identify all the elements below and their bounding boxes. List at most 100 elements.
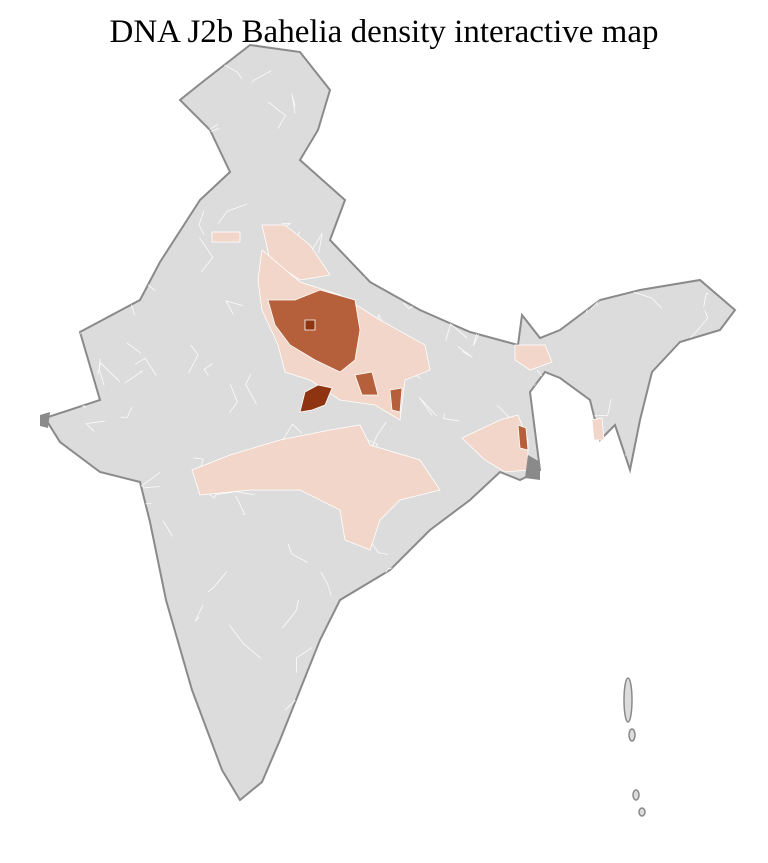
- district-boundary: [671, 137, 691, 161]
- district-boundary: [106, 527, 127, 548]
- district-boundary: [565, 618, 582, 634]
- district-boundary: [336, 113, 356, 121]
- district-boundary: [729, 538, 735, 552]
- district-boundary: [83, 744, 97, 762]
- district-boundary: [363, 56, 378, 79]
- district-boundary: [251, 70, 272, 83]
- district-boundary: [565, 206, 573, 228]
- region-up-central[interactable]: [267, 289, 361, 373]
- district-boundary: [96, 64, 113, 80]
- district-boundary: [124, 723, 148, 732]
- andaman-nicobar-islands[interactable]: [623, 677, 646, 817]
- district-boundary: [565, 633, 582, 644]
- district-boundary: [527, 627, 543, 637]
- district-boundary: [48, 669, 57, 685]
- district-boundary: [122, 168, 139, 178]
- district-boundary: [124, 370, 143, 384]
- district-boundary: [45, 481, 60, 508]
- district-boundary: [429, 531, 446, 549]
- district-boundary: [419, 397, 438, 417]
- district-boundary: [282, 423, 303, 441]
- district-boundary: [283, 767, 292, 777]
- district-boundary: [287, 543, 308, 563]
- district-boundary: [129, 150, 153, 169]
- district-boundary: [186, 160, 211, 176]
- district-boundary: [45, 617, 47, 645]
- district-boundary: [480, 218, 502, 235]
- district-boundary: [348, 104, 374, 110]
- district-boundary: [733, 62, 735, 75]
- district-boundary: [120, 282, 125, 301]
- district-boundary: [128, 568, 145, 597]
- district-boundary: [352, 159, 365, 168]
- district-boundary: [320, 571, 332, 596]
- density-regions: [191, 224, 605, 551]
- region-bundelkhand[interactable]: [299, 384, 333, 413]
- region-up-southeast[interactable]: [389, 387, 403, 413]
- district-boundary: [203, 363, 213, 376]
- district-boundary: [419, 710, 440, 736]
- district-boundary: [97, 362, 121, 383]
- district-boundary: [472, 753, 491, 764]
- district-boundary: [445, 293, 462, 309]
- district-boundary: [648, 710, 662, 729]
- district-boundary: [588, 202, 608, 210]
- district-boundary: [590, 736, 599, 770]
- region-up-high[interactable]: [304, 319, 316, 331]
- district-boundary: [438, 201, 443, 219]
- district-boundary: [213, 155, 216, 168]
- district-boundary: [624, 628, 645, 656]
- district-boundary: [706, 396, 728, 422]
- region-bengal-medium[interactable]: [517, 424, 529, 451]
- district-boundary: [648, 234, 668, 249]
- region-northeast[interactable]: [591, 417, 605, 441]
- district-boundary: [702, 142, 722, 168]
- district-boundary: [162, 520, 173, 537]
- district-boundary: [66, 93, 99, 102]
- district-boundary: [412, 617, 431, 629]
- district-boundary: [207, 571, 228, 593]
- district-boundary: [229, 383, 238, 413]
- district-boundary: [457, 346, 473, 358]
- district-boundary: [433, 76, 452, 99]
- district-boundary: [114, 523, 128, 546]
- district-boundary: [568, 294, 587, 309]
- district-boundary: [45, 508, 66, 530]
- district-boundary: [558, 505, 566, 531]
- district-boundary: [566, 64, 587, 97]
- district-boundary: [703, 293, 709, 308]
- district-boundary: [377, 128, 397, 145]
- district-boundary: [555, 526, 580, 562]
- district-boundary: [687, 457, 700, 495]
- district-boundary: [687, 539, 699, 571]
- district-boundary: [45, 186, 54, 208]
- district-boundary: [124, 623, 138, 644]
- district-boundary: [291, 93, 296, 114]
- district-boundary: [155, 646, 163, 657]
- district-boundary: [680, 430, 712, 439]
- district-boundary: [119, 737, 129, 749]
- country-outline: [43, 43, 737, 817]
- district-boundary: [82, 491, 107, 498]
- district-boundary: [342, 688, 363, 700]
- district-boundary: [142, 485, 160, 489]
- region-up-east[interactable]: [354, 371, 379, 396]
- district-boundary: [374, 111, 392, 142]
- district-boundary: [99, 61, 114, 81]
- region-madhya-pradesh[interactable]: [191, 424, 441, 551]
- district-boundary: [124, 594, 143, 611]
- district-boundary: [459, 171, 468, 195]
- district-boundary: [399, 708, 419, 729]
- district-boundary: [364, 269, 383, 278]
- district-boundary: [728, 609, 735, 618]
- region-bihar-east[interactable]: [514, 344, 553, 371]
- district-boundary: [697, 45, 712, 64]
- district-boundary: [550, 285, 575, 314]
- district-boundary: [66, 65, 87, 78]
- district-boundary: [494, 260, 511, 282]
- region-punjab[interactable]: [211, 231, 241, 243]
- district-boundary: [347, 702, 364, 716]
- district-boundary: [282, 769, 298, 789]
- district-boundary: [245, 373, 257, 405]
